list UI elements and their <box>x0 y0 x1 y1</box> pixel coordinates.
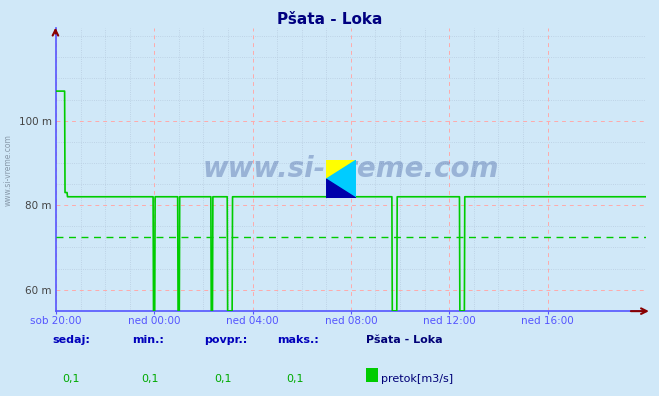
Text: sedaj:: sedaj: <box>53 335 90 345</box>
Text: Pšata - Loka: Pšata - Loka <box>277 12 382 27</box>
Text: 0,1: 0,1 <box>142 374 159 384</box>
Text: 0,1: 0,1 <box>287 374 304 384</box>
Text: www.si-vreme.com: www.si-vreme.com <box>3 134 13 206</box>
Text: www.si-vreme.com: www.si-vreme.com <box>203 155 499 183</box>
Text: povpr.:: povpr.: <box>204 335 248 345</box>
Polygon shape <box>326 160 356 179</box>
Text: min.:: min.: <box>132 335 163 345</box>
Polygon shape <box>326 179 356 198</box>
Text: maks.:: maks.: <box>277 335 318 345</box>
Text: 0,1: 0,1 <box>214 374 232 384</box>
Text: 0,1: 0,1 <box>63 374 80 384</box>
Text: pretok[m3/s]: pretok[m3/s] <box>381 374 453 384</box>
Polygon shape <box>326 160 356 198</box>
Text: Pšata - Loka: Pšata - Loka <box>366 335 442 345</box>
